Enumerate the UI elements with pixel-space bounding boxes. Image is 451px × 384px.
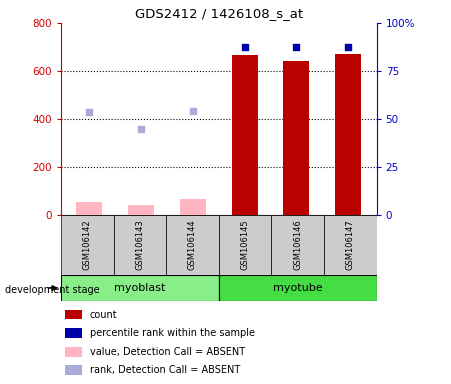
Bar (219, 275, 377, 301)
Bar (114, 215, 166, 275)
Bar (65, 347, 82, 357)
Text: GSM106143: GSM106143 (135, 219, 144, 270)
Bar (166, 215, 219, 275)
Text: GSM106145: GSM106145 (240, 220, 249, 270)
Bar (61, 275, 219, 301)
Title: GDS2412 / 1426108_s_at: GDS2412 / 1426108_s_at (135, 7, 303, 20)
Bar (219, 215, 272, 275)
Text: count: count (90, 310, 118, 319)
Point (241, 44, 248, 50)
Text: GSM106144: GSM106144 (188, 220, 197, 270)
Bar (283, 61, 309, 215)
Point (138, 126, 145, 132)
Bar (324, 215, 377, 275)
Text: rank, Detection Call = ABSENT: rank, Detection Call = ABSENT (90, 365, 240, 375)
Bar (232, 55, 258, 215)
Point (345, 44, 352, 50)
Text: value, Detection Call = ABSENT: value, Detection Call = ABSENT (90, 347, 245, 357)
Text: myotube: myotube (273, 283, 322, 293)
Text: percentile rank within the sample: percentile rank within the sample (90, 328, 255, 338)
Bar (180, 199, 206, 215)
Point (86, 109, 93, 115)
Bar (65, 328, 82, 338)
Bar (272, 215, 324, 275)
Bar (76, 202, 102, 215)
Bar (61, 215, 114, 275)
Point (293, 44, 300, 50)
Text: myoblast: myoblast (114, 283, 166, 293)
Bar (65, 310, 82, 319)
Bar (65, 366, 82, 375)
Bar (335, 54, 361, 215)
Bar (128, 205, 154, 215)
Text: GSM106146: GSM106146 (293, 219, 302, 270)
Point (189, 108, 197, 114)
Text: development stage: development stage (5, 285, 99, 295)
Text: GSM106147: GSM106147 (346, 219, 355, 270)
Text: GSM106142: GSM106142 (83, 220, 92, 270)
